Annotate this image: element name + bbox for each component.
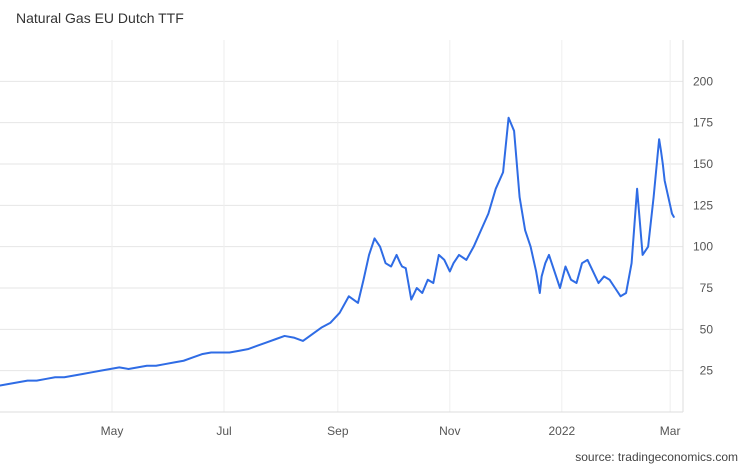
chart-title: Natural Gas EU Dutch TTF <box>16 10 184 26</box>
chart-source: source: tradingeconomics.com <box>575 450 738 464</box>
x-tick-label: Jul <box>216 424 231 438</box>
y-tick-label: 175 <box>693 116 713 130</box>
x-tick-label: Mar <box>660 424 681 438</box>
y-tick-label: 50 <box>700 322 714 336</box>
x-tick-label: Nov <box>439 424 460 438</box>
y-tick-label: 125 <box>693 198 713 212</box>
price-series-line <box>0 116 675 387</box>
x-tick-label: 2022 <box>548 424 575 438</box>
y-tick-label: 200 <box>693 74 713 88</box>
y-tick-label: 150 <box>693 157 713 171</box>
x-tick-label: Sep <box>327 424 349 438</box>
y-tick-label: 100 <box>693 240 713 254</box>
y-tick-label: 75 <box>700 281 714 295</box>
y-tick-label: 25 <box>700 364 714 378</box>
x-tick-label: May <box>101 424 124 438</box>
